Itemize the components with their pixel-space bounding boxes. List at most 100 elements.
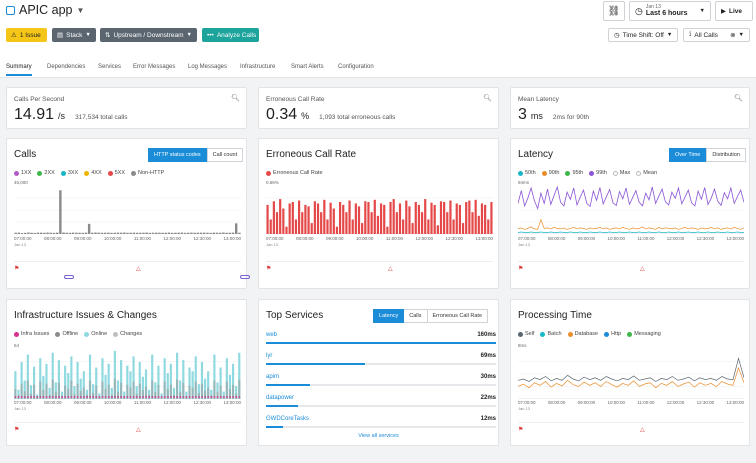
erroneous-call-rate-button[interactable]: Erroneous Call Rate <box>426 309 489 323</box>
app-title[interactable]: APIC app ▼ <box>6 3 84 17</box>
view-all-services-link[interactable]: View all services <box>358 433 399 439</box>
legend-item[interactable]: Changes <box>113 331 142 337</box>
flag-icon[interactable]: ⚑ <box>14 266 20 272</box>
latency-line-chart[interactable] <box>518 186 744 234</box>
distribution-button[interactable]: Distribution <box>706 148 746 162</box>
bar <box>103 232 107 234</box>
legend-item[interactable]: 99th <box>589 170 607 176</box>
legend-item[interactable]: 90th <box>541 170 559 176</box>
legend-item[interactable]: Mean <box>636 170 657 176</box>
legend-item[interactable]: Max <box>612 170 630 176</box>
erroneous-rate-bar-chart[interactable] <box>266 186 493 234</box>
zoom-icon[interactable]: 🔍︎ <box>734 95 743 102</box>
legend-item[interactable]: Self <box>518 331 534 337</box>
change-marker[interactable] <box>240 275 250 279</box>
over-time-button[interactable]: Over Time <box>669 148 707 162</box>
service-name[interactable]: lyr <box>266 353 273 359</box>
calls-button[interactable]: Calls <box>404 309 427 323</box>
service-name[interactable]: GWDCoreTasks <box>266 416 310 422</box>
zoom-icon[interactable]: 🔍︎ <box>231 95 240 102</box>
time-range-button[interactable]: ◷ Jan 13 Last 6 hours ▼ <box>629 1 711 21</box>
infra-issue-point <box>170 396 172 398</box>
tab-smart-alerts[interactable]: Smart Alerts <box>291 64 324 70</box>
infra-issue-point <box>167 396 169 398</box>
legend-item[interactable]: 50th <box>518 170 536 176</box>
upstream-downstream-button[interactable]: ⇅ Upstream / Downstream ▼ <box>100 28 197 42</box>
flag-icon[interactable]: ⚑ <box>14 427 20 433</box>
alert-triangle-icon[interactable]: △ <box>640 266 645 272</box>
legend-swatch <box>518 170 523 176</box>
service-row[interactable]: lyr 69ms <box>266 351 496 371</box>
legend-item[interactable]: 2XX <box>37 170 55 176</box>
service-row[interactable]: web 160ms <box>266 330 496 350</box>
service-row[interactable]: datapower 22ms <box>266 393 496 413</box>
clear-icon[interactable]: ⊗ <box>730 32 736 39</box>
x-tick-label: 11:00:00 <box>133 400 152 405</box>
legend-item[interactable]: Erroneous Call Rate <box>266 170 323 176</box>
bar <box>71 232 75 234</box>
bar <box>155 232 158 234</box>
legend-item[interactable]: 5XX <box>107 170 125 176</box>
service-row[interactable]: apim 30ms <box>266 372 496 392</box>
flag-icon[interactable]: ⚑ <box>518 266 524 272</box>
flag-icon[interactable]: ⚑ <box>266 266 272 272</box>
zoom-icon[interactable]: 🔍︎ <box>483 95 492 102</box>
service-row[interactable]: GWDCoreTasks 12ms <box>266 414 496 434</box>
bar <box>398 203 402 234</box>
tab-error-messages[interactable]: Error Messages <box>133 64 176 70</box>
tab-infrastructure[interactable]: Infrastructure <box>240 64 276 70</box>
infra-issue-point <box>142 396 144 398</box>
legend-item[interactable]: Offline <box>55 331 78 337</box>
bar <box>345 212 348 234</box>
legend-item[interactable]: Messaging <box>627 331 661 337</box>
live-button[interactable]: ▶ Live <box>715 1 753 21</box>
service-name[interactable]: web <box>266 332 278 338</box>
legend-swatch <box>113 331 119 337</box>
legend-item[interactable]: 1XX <box>14 170 31 176</box>
processing-time-line-chart[interactable] <box>518 349 744 399</box>
bar <box>338 202 342 234</box>
tab-summary[interactable]: Summary <box>6 64 32 76</box>
infra-issue-point <box>98 396 101 398</box>
tab-log-messages[interactable]: Log Messages <box>188 64 228 70</box>
service-value: 12ms <box>480 416 496 422</box>
legend-item[interactable]: 3XX <box>60 170 78 176</box>
tab-services[interactable]: Services <box>98 64 122 70</box>
legend-item[interactable]: 4XX <box>84 170 102 176</box>
call-count-button[interactable]: Call count <box>206 148 244 162</box>
alert-triangle-icon[interactable]: △ <box>136 266 141 272</box>
http-status-codes-button[interactable]: HTTP status codes <box>148 148 207 162</box>
offline-bar <box>26 380 29 399</box>
flag-icon[interactable]: ⚑ <box>518 427 524 433</box>
share-link-button[interactable]: ⛓ <box>603 1 625 21</box>
infrastructure-bar-chart[interactable] <box>14 349 241 399</box>
legend-item[interactable]: Database <box>567 331 598 337</box>
tab-configuration[interactable]: Configuration <box>338 64 374 70</box>
alert-triangle-icon[interactable]: △ <box>388 266 393 272</box>
legend-item[interactable]: Online <box>84 331 107 337</box>
latency-button[interactable]: Latency <box>373 309 405 323</box>
legend-item[interactable]: Http <box>604 331 621 337</box>
service-name[interactable]: datapower <box>266 395 295 401</box>
all-calls-select[interactable]: ⟟ All Calls ⊗ ▼ <box>683 28 750 42</box>
bar <box>285 226 288 234</box>
issue-button[interactable]: ⚠ 1 Issue <box>6 28 47 42</box>
online-bar <box>101 358 104 399</box>
alert-triangle-icon[interactable]: △ <box>136 427 141 433</box>
legend-item[interactable]: Batch <box>540 331 562 337</box>
stack-button[interactable]: ▤ Stack ▼ <box>52 28 96 42</box>
analyze-calls-button[interactable]: ••• Analyze Calls <box>202 28 259 42</box>
change-marker[interactable] <box>64 275 74 279</box>
service-name[interactable]: apim <box>266 374 280 380</box>
y-axis-max: 8ms <box>518 343 527 348</box>
calls-bar-chart[interactable] <box>14 186 241 234</box>
database-series-line <box>518 366 744 389</box>
bar <box>320 212 323 234</box>
alert-triangle-icon[interactable]: △ <box>640 427 645 433</box>
tab-dependencies[interactable]: Dependencies <box>47 64 86 70</box>
legend-item[interactable]: Infra Issues <box>14 331 49 337</box>
time-shift-select[interactable]: ◷ Time Shift: Off ▼ <box>608 28 678 42</box>
legend-item[interactable]: 95th <box>565 170 583 176</box>
bar <box>392 199 395 234</box>
legend-item[interactable]: Non-HTTP <box>131 170 164 176</box>
